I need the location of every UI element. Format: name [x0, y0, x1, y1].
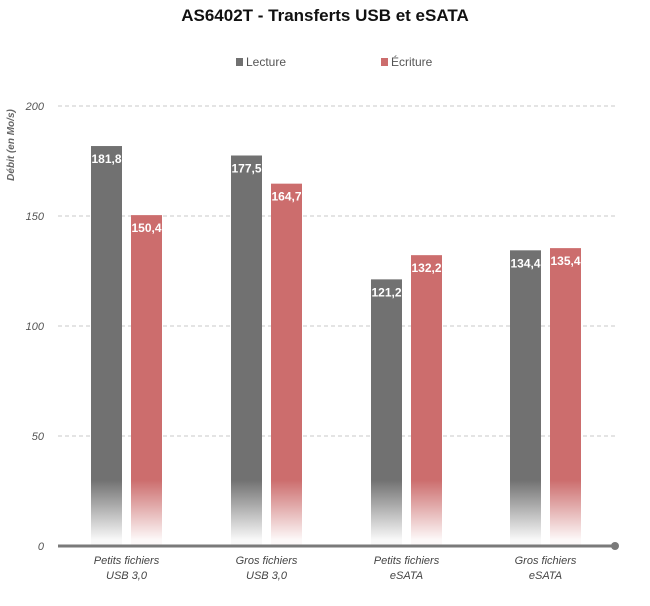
bar: [510, 250, 541, 546]
data-label: 121,2: [371, 285, 401, 299]
bars: 181,8 150,4 177,5 164,7 121,2 132,2 134,4 135,4: [91, 146, 581, 547]
data-label: 134,4: [510, 256, 540, 270]
legend-label: Lecture: [246, 55, 286, 69]
x-axis: Petits fichiers USB 3,0 Gros fichiers USB 3…: [58, 542, 619, 582]
x-tick-label: eSATA: [390, 570, 423, 582]
y-tick-label: 200: [25, 101, 45, 113]
bar: [131, 215, 162, 546]
bar: [550, 248, 581, 546]
x-tick-label: eSATA: [529, 570, 562, 582]
y-tick-label: 100: [26, 321, 45, 333]
y-tick-label: 150: [26, 211, 45, 223]
x-tick-label: Petits fichiers: [374, 555, 440, 567]
y-tick-label: 50: [32, 431, 45, 443]
bar: [231, 155, 262, 546]
bar: [91, 146, 122, 547]
data-label: 177,5: [231, 162, 261, 176]
legend: Lecture Écriture: [236, 54, 433, 69]
y-tick-label: 0: [38, 541, 45, 553]
x-tick-label: Petits fichiers: [94, 555, 160, 567]
data-label: 181,8: [91, 152, 121, 166]
x-tick-label: USB 3,0: [246, 570, 288, 582]
axis-end-dot: [611, 542, 619, 550]
legend-label: Écriture: [391, 54, 433, 69]
x-tick-label: Gros fichiers: [515, 555, 577, 567]
data-label: 132,2: [411, 261, 441, 275]
data-label: 135,4: [550, 254, 580, 268]
y-axis-label: Débit (en Mo/s): [6, 109, 17, 181]
bar: [411, 255, 442, 546]
bar: [371, 279, 402, 546]
x-tick-label: USB 3,0: [106, 570, 148, 582]
chart-title: AS6402T - Transferts USB et eSATA: [181, 6, 469, 25]
data-label: 164,7: [271, 190, 301, 204]
legend-swatch: [381, 58, 388, 66]
x-tick-label: Gros fichiers: [236, 555, 298, 567]
data-label: 150,4: [131, 221, 161, 235]
legend-swatch: [236, 58, 243, 66]
bar: [271, 183, 302, 546]
